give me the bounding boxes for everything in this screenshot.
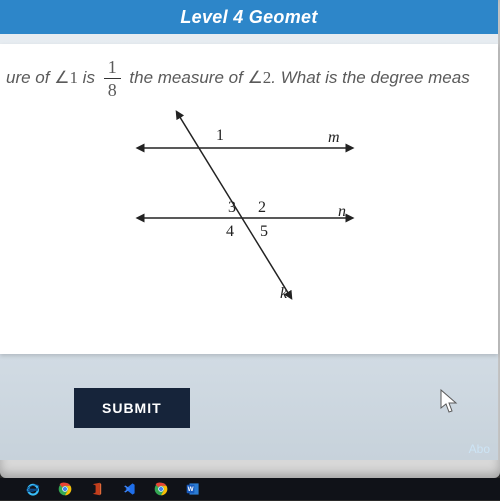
submit-label: SUBMIT bbox=[102, 400, 162, 416]
screen-area: Level 4 Geomet ure of ∠1 is 18 the measu… bbox=[0, 0, 498, 460]
footer-link[interactable]: Abo bbox=[469, 442, 490, 456]
geometry-diagram: 1 m 3 2 n 4 5 k bbox=[120, 106, 380, 316]
label-m: m bbox=[328, 129, 340, 146]
q-angle1: ∠1 bbox=[54, 68, 78, 87]
question-card: ure of ∠1 is 18 the measure of ∠2. What … bbox=[0, 44, 498, 354]
header-title: Level 4 Geomet bbox=[180, 7, 317, 27]
chrome-icon[interactable] bbox=[154, 482, 168, 496]
q-frac-den: 8 bbox=[104, 79, 121, 99]
label-1: 1 bbox=[216, 127, 224, 144]
question-text: ure of ∠1 is 18 the measure of ∠2. What … bbox=[6, 58, 492, 99]
ie-icon[interactable] bbox=[26, 482, 40, 496]
diagram-labels: 1 m 3 2 n 4 5 k bbox=[216, 127, 346, 302]
svg-text:W: W bbox=[188, 486, 194, 493]
label-n: n bbox=[338, 203, 346, 220]
label-3: 3 bbox=[228, 199, 236, 216]
label-2: 2 bbox=[258, 199, 266, 216]
q-prefix: ure of bbox=[6, 68, 54, 87]
page-header: Level 4 Geomet bbox=[0, 0, 498, 34]
label-4: 4 bbox=[226, 223, 234, 240]
q-angle2: ∠2 bbox=[248, 68, 272, 87]
vscode-icon[interactable] bbox=[122, 482, 136, 496]
q-mid1: is bbox=[78, 68, 100, 87]
monitor-bezel: Level 4 Geomet ure of ∠1 is 18 the measu… bbox=[0, 0, 500, 478]
q-frac-num: 1 bbox=[104, 58, 121, 79]
label-5: 5 bbox=[260, 223, 268, 240]
diagram-lines bbox=[140, 114, 350, 296]
diagram-svg: 1 m 3 2 n 4 5 k bbox=[120, 106, 380, 316]
q-mid2: the measure of bbox=[125, 68, 248, 87]
windows-taskbar[interactable]: W bbox=[0, 478, 500, 500]
q-fraction: 18 bbox=[104, 58, 121, 99]
mouse-cursor-icon bbox=[438, 388, 460, 416]
submit-button[interactable]: SUBMIT bbox=[74, 388, 190, 428]
chrome-icon[interactable] bbox=[58, 482, 72, 496]
label-k: k bbox=[280, 285, 288, 302]
q-suffix: . What is the degree meas bbox=[271, 68, 469, 87]
office-icon[interactable] bbox=[90, 482, 104, 496]
word-icon[interactable]: W bbox=[186, 482, 200, 496]
